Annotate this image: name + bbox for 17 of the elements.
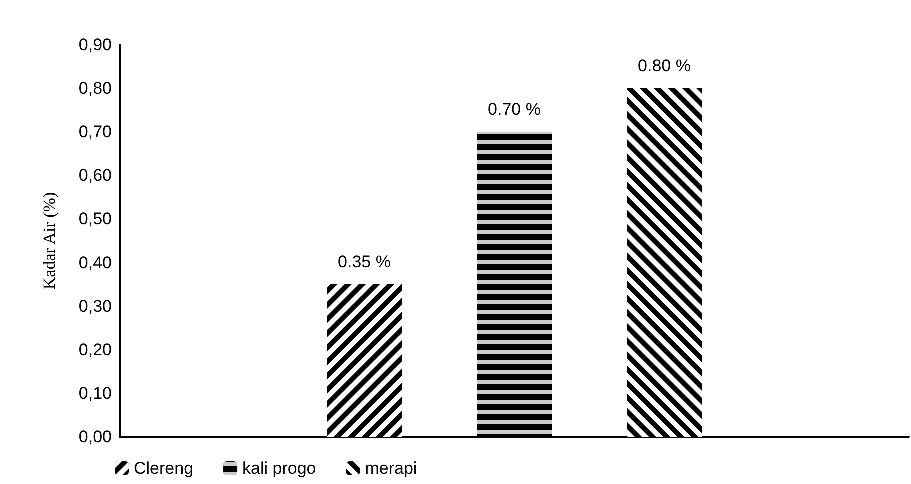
data-label: 0.80 % [638, 56, 691, 76]
y-tick-label: 0,70 [78, 122, 112, 142]
y-tick-label: 0,00 [78, 428, 112, 446]
y-tick-label: 0,10 [78, 384, 112, 403]
y-tick-label: 0,30 [78, 296, 112, 316]
legend-label: kali progo [242, 459, 316, 478]
data-label: 0.35 % [338, 252, 391, 272]
y-axis-title: Kadar Air (%) [40, 192, 59, 290]
y-tick-label: 0,90 [78, 36, 112, 54]
y-tick-label: 0,40 [78, 253, 112, 272]
y-tick-label: 0,80 [78, 79, 112, 98]
data-label: 0.70 % [488, 100, 541, 120]
y-tick-label: 0,20 [78, 340, 112, 360]
legend-label: merapi [365, 459, 418, 478]
y-tick-label: 0,50 [78, 210, 112, 229]
y-tick-label: 0,60 [78, 166, 112, 186]
legend-label: Clereng [134, 459, 194, 478]
